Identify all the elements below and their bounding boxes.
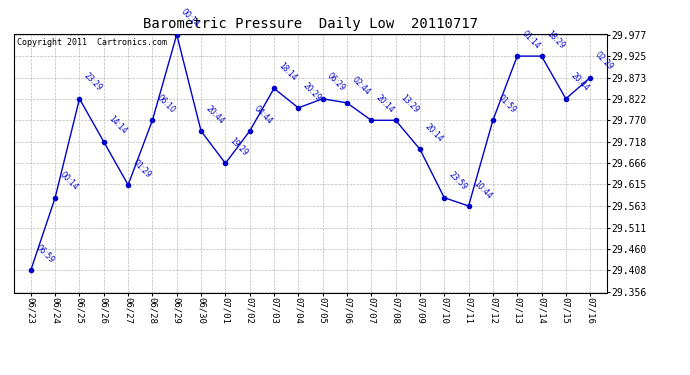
Text: 02:44: 02:44	[350, 75, 372, 98]
Text: 20:14: 20:14	[374, 93, 396, 115]
Text: 00:14: 00:14	[58, 170, 80, 192]
Text: 13:29: 13:29	[398, 93, 420, 115]
Text: 06:29: 06:29	[326, 71, 347, 93]
Text: 18:14: 18:14	[277, 61, 299, 83]
Text: 19:29: 19:29	[228, 136, 250, 158]
Text: 20:14: 20:14	[423, 122, 444, 144]
Text: 20:44: 20:44	[204, 104, 226, 126]
Text: 06:10: 06:10	[155, 93, 177, 115]
Text: 00:14: 00:14	[179, 7, 201, 29]
Text: 02:29: 02:29	[593, 50, 615, 72]
Title: Barometric Pressure  Daily Low  20110717: Barometric Pressure Daily Low 20110717	[143, 17, 478, 31]
Text: 01:14: 01:14	[520, 29, 542, 51]
Text: 20:44: 20:44	[569, 71, 591, 93]
Text: 20:29: 20:29	[301, 81, 323, 102]
Text: 23:59: 23:59	[447, 170, 469, 192]
Text: 04:44: 04:44	[253, 104, 275, 126]
Text: 18:29: 18:29	[544, 29, 566, 51]
Text: 01:59: 01:59	[495, 93, 518, 115]
Text: Copyright 2011  Cartronics.com: Copyright 2011 Cartronics.com	[17, 38, 167, 46]
Text: 06:59: 06:59	[34, 243, 55, 265]
Text: 14:14: 14:14	[106, 114, 128, 136]
Text: 01:29: 01:29	[131, 158, 152, 179]
Text: 10:44: 10:44	[471, 178, 493, 200]
Text: 23:29: 23:29	[82, 72, 104, 93]
